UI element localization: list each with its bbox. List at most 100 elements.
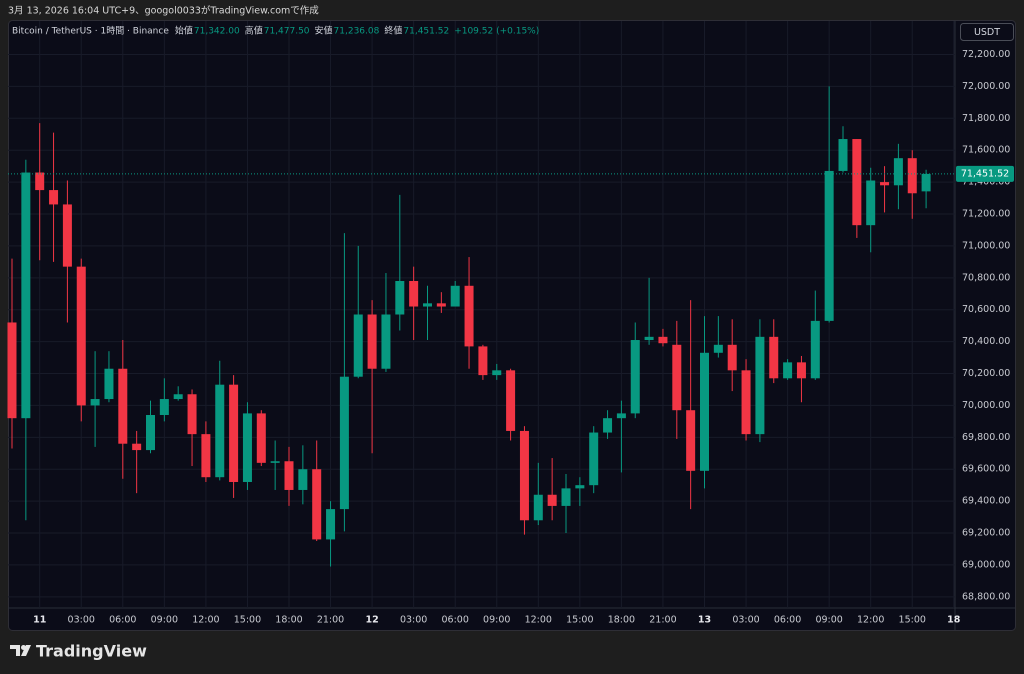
candle-body (644, 336, 654, 341)
y-tick-label: 69,600.00 (962, 464, 1010, 475)
y-tick-label: 71,000.00 (962, 240, 1010, 251)
candle-body (35, 172, 45, 191)
candle-body (492, 370, 502, 376)
legend-value: 71,342.00 (194, 27, 240, 37)
y-tick-label: 71,400.00 (962, 177, 1010, 188)
candle-body (616, 413, 626, 419)
candle-body (519, 430, 529, 521)
candle-body (478, 346, 488, 376)
candle-body (603, 418, 613, 433)
candle-body (409, 281, 419, 307)
y-tick-label: 70,600.00 (962, 304, 1010, 315)
x-tick-label: 18:00 (275, 615, 302, 626)
candle-body (880, 182, 890, 186)
candle-body (201, 434, 211, 478)
y-tick-label: 68,800.00 (962, 591, 1010, 602)
chart-panel (8, 20, 1016, 631)
candle-body (589, 432, 599, 486)
candle-body (893, 158, 903, 186)
y-tick-label: 69,800.00 (962, 432, 1010, 443)
y-tick-label: 70,200.00 (962, 368, 1010, 379)
candle-body (755, 336, 765, 435)
currency-box[interactable] (960, 23, 1014, 41)
legend-label: 始値 (175, 25, 193, 37)
y-tick-label: 70,000.00 (962, 400, 1010, 411)
currency[interactable]: USDT (974, 27, 1000, 38)
x-tick-label: 15:00 (566, 615, 593, 626)
x-tick-label: 11 (33, 615, 46, 626)
x-tick-label: 21:00 (317, 615, 344, 626)
candle-body (90, 399, 100, 406)
candle-body (7, 322, 17, 419)
candle-body (423, 303, 432, 307)
legend-change: +109.52 (+0.15%) (454, 27, 539, 37)
x-tick-label: 15:00 (234, 615, 261, 626)
candle-body (367, 314, 377, 369)
legend-label: 安値 (315, 25, 333, 37)
candle-body (630, 340, 640, 414)
candle-body (561, 488, 571, 506)
candles (7, 86, 931, 567)
candle-body (395, 281, 405, 315)
candle-body (242, 413, 252, 482)
x-tick-label: 12:00 (525, 615, 552, 626)
candle-body (132, 443, 142, 451)
x-tick-label: 12 (365, 615, 378, 626)
legend-label: 高値 (245, 25, 263, 37)
candle-body (104, 368, 114, 400)
legend-value: 71,451.52 (403, 27, 449, 37)
y-tick-label: 71,600.00 (962, 145, 1010, 156)
x-tick-label: 18 (947, 615, 961, 626)
x-tick-label: 12:00 (857, 615, 884, 626)
candle-body (658, 336, 668, 344)
legend-value: 71,477.50 (264, 27, 310, 37)
x-tick-label: 06:00 (109, 615, 136, 626)
candle-body (256, 413, 266, 463)
x-tick-label: 06:00 (774, 615, 801, 626)
candle-body (672, 344, 682, 411)
candle-body (298, 469, 308, 490)
candle-body (146, 414, 155, 451)
candle-body (700, 352, 709, 471)
candle-body (852, 139, 862, 226)
candle-body (49, 190, 59, 205)
legend-value: 71,236.08 (334, 27, 380, 37)
x-tick-label: 09:00 (151, 615, 178, 626)
candle-body (866, 180, 876, 226)
candle-body (686, 410, 696, 471)
tradingview-logo (10, 645, 31, 656)
candle-body (727, 344, 737, 371)
candle-body (312, 469, 322, 540)
candle-body (284, 461, 294, 490)
y-tick-label: 71,800.00 (962, 113, 1010, 124)
candle-body (450, 285, 460, 307)
x-tick-label: 21:00 (649, 615, 676, 626)
candle-body (533, 494, 543, 521)
candle-body (769, 336, 779, 379)
candle-body (838, 139, 848, 171)
x-tick-label: 13 (698, 615, 711, 626)
candle-body (118, 368, 128, 444)
candle-body (381, 314, 391, 369)
candle-body (229, 384, 239, 482)
candle-body (547, 494, 557, 506)
candle-body (506, 370, 516, 431)
candle-body (21, 172, 31, 419)
candle-body (270, 461, 280, 463)
candle-body (339, 376, 349, 510)
x-tick-label: 06:00 (442, 615, 469, 626)
candle-body (326, 509, 336, 540)
y-tick-label: 71,200.00 (962, 209, 1010, 220)
candle-body (187, 394, 197, 435)
candle-body (159, 399, 169, 415)
legend-label: 終値 (384, 25, 402, 37)
candle-body (810, 320, 820, 379)
candle-body (741, 370, 751, 435)
x-tick-label: 12:00 (192, 615, 219, 626)
last-price-label: 71,451.52 (961, 168, 1009, 179)
candle-body (824, 170, 834, 321)
candle-body (464, 285, 474, 347)
y-tick-label: 70,800.00 (962, 272, 1010, 283)
y-tick-label: 70,400.00 (962, 336, 1010, 347)
